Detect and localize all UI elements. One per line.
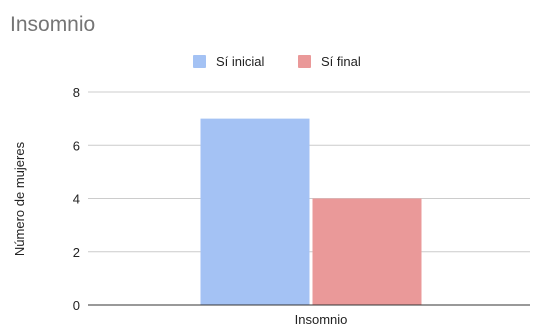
y-tick-label-6: 6	[73, 138, 80, 153]
y-tick-label-2: 2	[73, 245, 80, 260]
x-category-label: Insomnio	[295, 312, 348, 327]
bars	[200, 118, 422, 305]
y-tick-label-0: 0	[73, 298, 80, 313]
legend-label-si-final: Sí final	[321, 54, 361, 69]
y-tick-labels: 0 2 4 6 8	[73, 85, 80, 313]
legend-swatch-si-final	[298, 55, 311, 68]
legend-label-si-inicial: Sí inicial	[216, 54, 265, 69]
y-tick-label-8: 8	[73, 85, 80, 100]
legend: Sí inicial Sí final	[193, 54, 361, 69]
chart-title: Insomnio	[10, 13, 95, 36]
bar-s-inicial	[200, 118, 310, 305]
y-axis-label: Número de mujeres	[12, 141, 27, 256]
y-tick-label-4: 4	[73, 192, 80, 207]
bar-s-final	[312, 198, 422, 305]
legend-swatch-si-inicial	[193, 55, 206, 68]
